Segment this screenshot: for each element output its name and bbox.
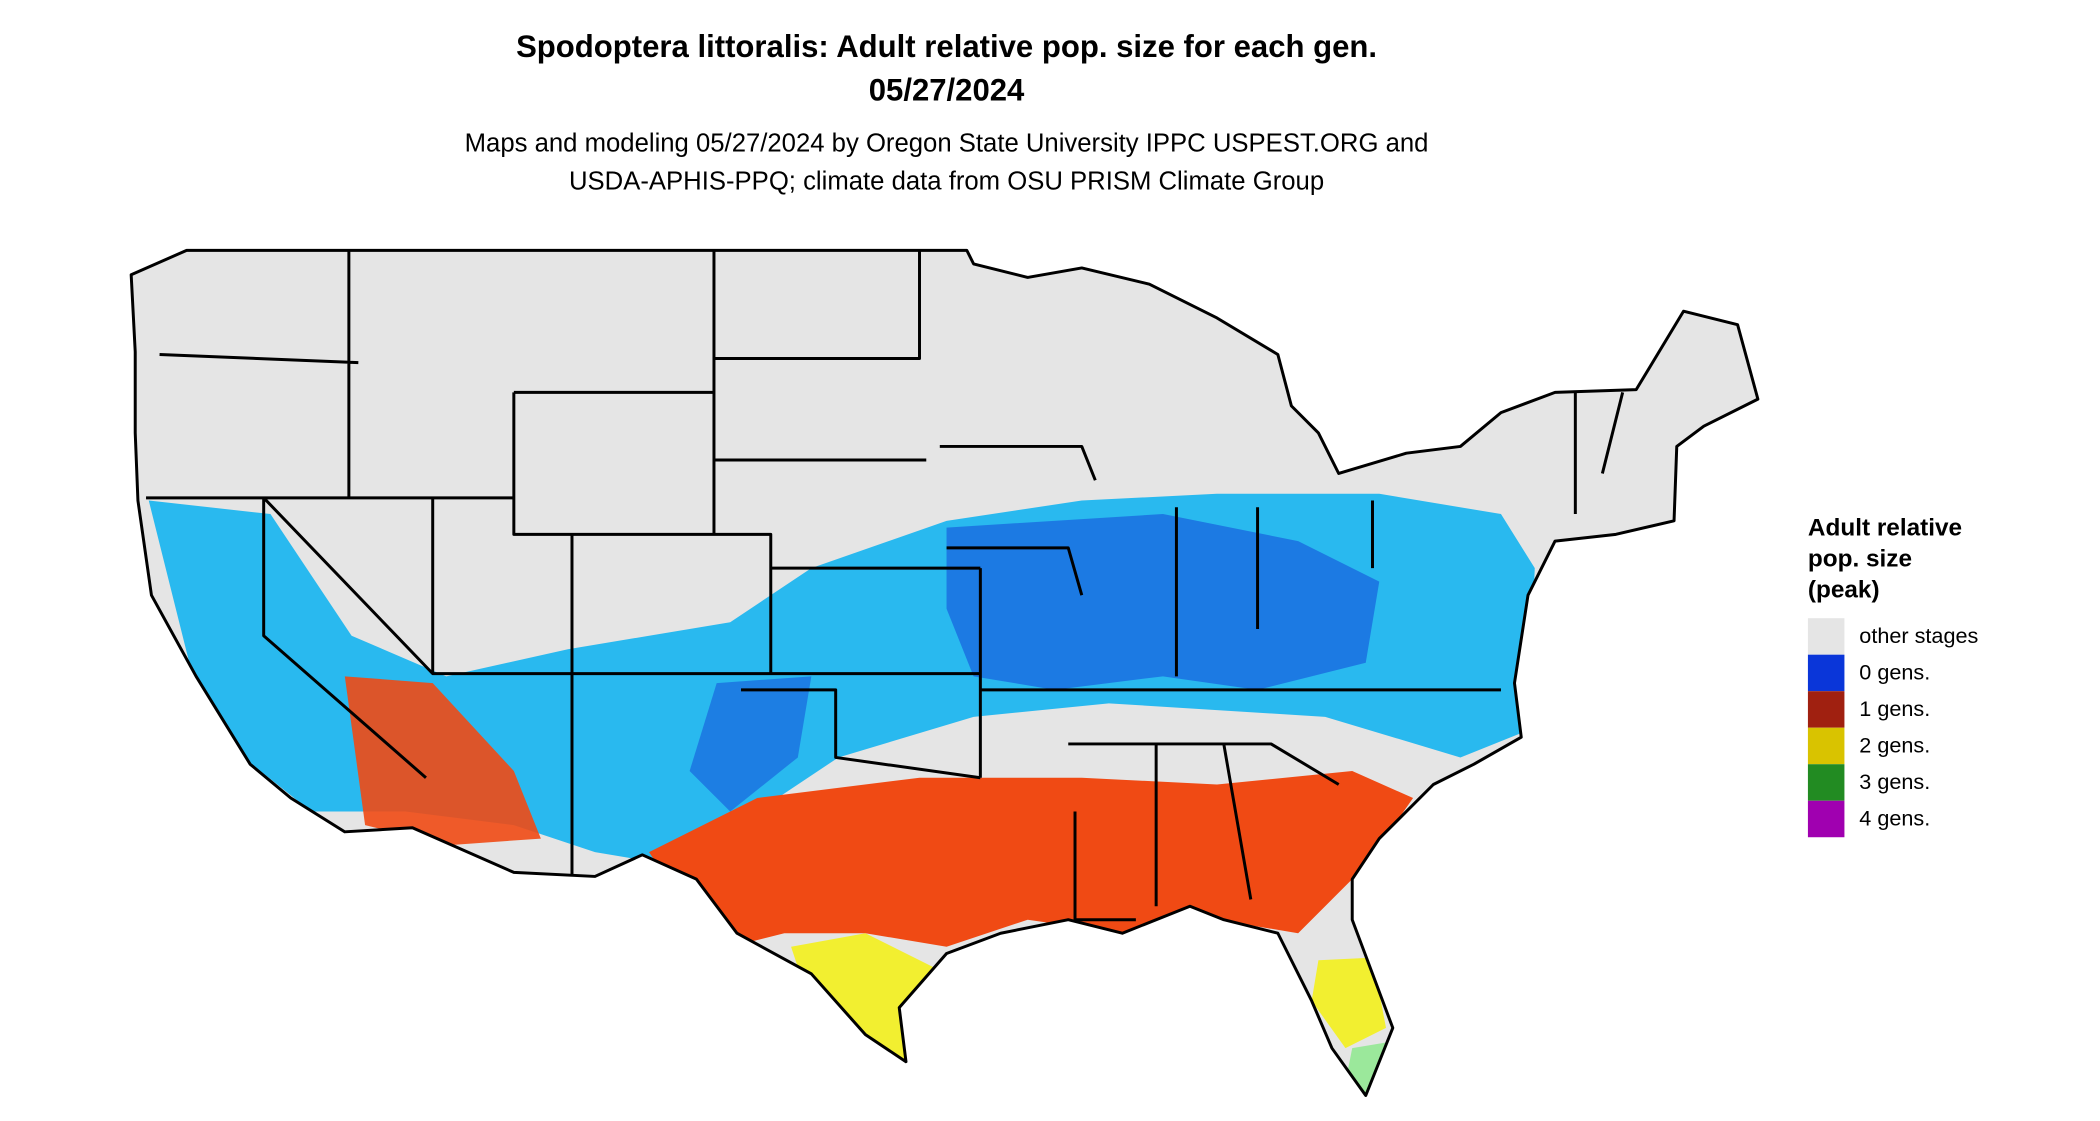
legend-label: 4 gens. [1859,805,1930,830]
legend-swatch [1807,618,1845,655]
legend-label: 3 gens. [1859,769,1930,794]
blue-region [946,514,1380,690]
legend-title: pop. size [1808,545,1912,572]
yellow-region [791,933,934,1069]
state-border [146,250,1625,922]
map-subtitle: USDA-APHIS-PPQ; climate data from OSU PR… [569,168,1324,196]
blue-region [689,676,812,812]
legend-swatch [1807,800,1845,838]
legend: Adult relative pop. size (peak) other stage… [1807,514,1979,838]
state-border [129,248,1760,1097]
legend-label: 0 gens. [1859,659,1930,684]
legend-title: Adult relative [1808,514,1962,541]
legend-swatch [1807,654,1845,692]
legend-swatch [1807,691,1845,728]
map-subtitle: Maps and modeling 05/27/2024 by Oregon S… [465,130,1429,158]
orange-region [649,770,1414,947]
legend-label: 1 gens. [1859,696,1930,721]
orange-region [344,676,541,846]
legend-swatch [1807,727,1845,765]
legend-swatch [1807,764,1845,801]
legend-label: 2 gens. [1859,732,1930,757]
legend-title: (peak) [1808,577,1880,604]
state-borders [129,248,1760,1097]
map-date: 05/27/2024 [869,72,1025,107]
legend-label: other stages [1859,623,1978,648]
map-title: Spodoptera littoralis: Adult relative po… [516,29,1377,64]
yellow-region [1311,957,1387,1049]
